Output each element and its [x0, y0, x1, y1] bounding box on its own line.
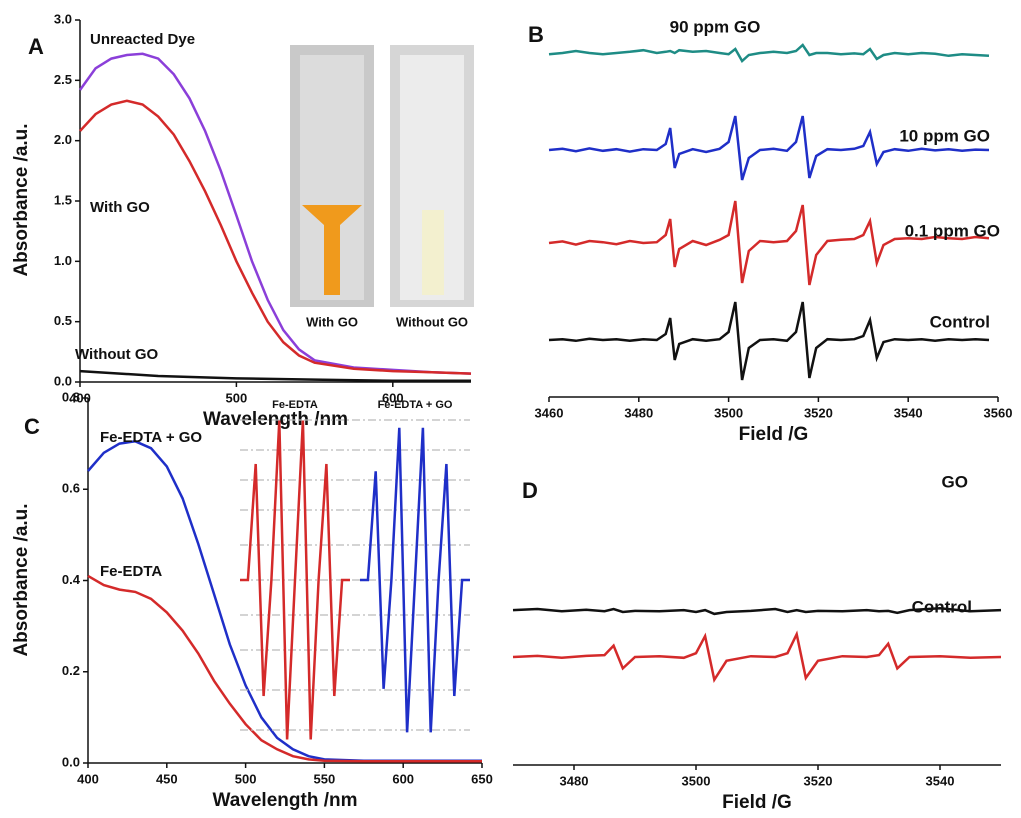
x-tick-label: 3540	[926, 773, 955, 788]
series-label: Fe-EDTA + GO	[100, 429, 202, 446]
photo-label: Without GO	[396, 314, 468, 329]
x-tick-label: 550	[314, 771, 336, 786]
y-tick-label: 0.0	[62, 754, 80, 769]
series-label: With GO	[90, 199, 150, 216]
y-tick-label: 0.5	[54, 313, 72, 328]
x-axis-title: Wavelength /nm	[213, 790, 358, 811]
spectrum	[512, 630, 1002, 684]
y-tick-label: 2.5	[54, 72, 72, 87]
x-tick-label: 3480	[560, 773, 589, 788]
y-tick-label: 1.0	[54, 253, 72, 268]
series-label: 10 ppm GO	[899, 126, 990, 145]
series-label: Without GO	[75, 346, 159, 363]
x-tick-label: 3540	[894, 405, 923, 420]
series-label: Control	[930, 312, 990, 331]
series-label: 90 ppm GO	[670, 17, 761, 36]
curve	[79, 369, 471, 383]
panel-letter: B	[528, 22, 544, 47]
y-tick-label: 0.4	[62, 572, 81, 587]
curve	[79, 99, 472, 375]
spectrum	[548, 43, 990, 63]
y-tick-label: 0.2	[62, 663, 80, 678]
x-tick-label: 400	[69, 390, 91, 405]
x-tick-label: 3520	[804, 405, 833, 420]
series-label: 0.1 ppm GO	[905, 221, 1000, 240]
spectrum	[548, 200, 990, 286]
clear-liquid	[422, 210, 444, 295]
photo-label: With GO	[306, 314, 358, 329]
spectrum	[548, 115, 990, 181]
series-label: Control	[912, 597, 972, 616]
series-label: Fe-EDTA	[100, 563, 162, 580]
y-tick-label: 3.0	[54, 11, 72, 26]
x-tick-label: 500	[235, 771, 257, 786]
inset-spectrum	[240, 420, 350, 740]
x-tick-label: 3460	[535, 405, 564, 420]
x-tick-label: 500	[226, 390, 248, 405]
curve	[87, 440, 482, 762]
x-tick-label: 3520	[804, 773, 833, 788]
y-axis-title: Absorbance /a.u.	[11, 503, 32, 656]
x-axis-title: Field /G	[739, 424, 809, 445]
x-axis-title: Field /G	[722, 792, 792, 813]
y-tick-label: 1.5	[54, 192, 72, 207]
x-tick-label: 400	[77, 771, 99, 786]
y-tick-label: 0.0	[54, 373, 72, 388]
series-label: GO	[942, 472, 968, 491]
inset-label: Fe-EDTA	[272, 399, 318, 411]
y-axis-title: Absorbance /a.u.	[11, 123, 32, 276]
y-tick-label: 0.8	[62, 389, 80, 404]
dye-liquid	[302, 205, 362, 295]
curve	[87, 574, 482, 763]
curve	[78, 52, 472, 375]
x-tick-label: 3560	[984, 405, 1013, 420]
x-tick-label: 3500	[714, 405, 743, 420]
photo-inset	[290, 45, 474, 307]
spectrum	[548, 301, 990, 381]
x-tick-label: 3480	[624, 405, 653, 420]
x-tick-label: 450	[156, 771, 178, 786]
x-tick-label: 650	[471, 771, 493, 786]
y-tick-label: 0.6	[62, 481, 80, 496]
series-label: Unreacted Dye	[90, 31, 195, 48]
panel-letter: D	[522, 478, 538, 503]
x-tick-label: 600	[382, 390, 404, 405]
inset-label: Fe-EDTA + GO	[378, 399, 453, 411]
y-tick-label: 2.0	[54, 132, 72, 147]
x-tick-label: 3500	[682, 773, 711, 788]
inset-spectrum	[360, 427, 470, 733]
panel-letter: C	[24, 414, 40, 439]
panel-letter: A	[28, 34, 44, 59]
x-tick-label: 600	[392, 771, 414, 786]
spectrum	[512, 606, 1002, 616]
